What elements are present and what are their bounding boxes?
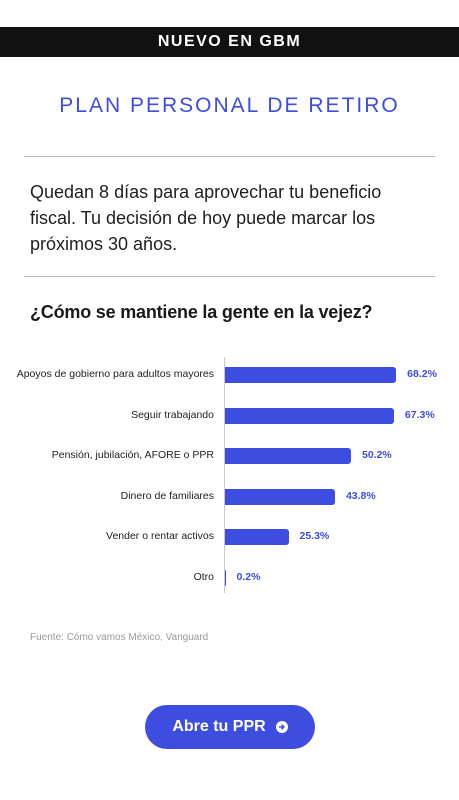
bar-label: Dinero de familiares	[120, 489, 214, 502]
chart-axis	[224, 357, 225, 593]
bar-label: Vender o rentar activos	[106, 530, 214, 542]
bar	[225, 367, 397, 383]
divider-top	[24, 156, 435, 157]
bar-value-label: 68.2%	[407, 368, 437, 380]
bar-label: Seguir trabajando	[131, 408, 214, 421]
bar	[225, 488, 335, 505]
chart-title: ¿Cómo se mantiene la gente en la vejez?	[30, 302, 373, 322]
bar-value-label: 50.2%	[362, 449, 392, 461]
page-title: PLAN PERSONAL DE RETIRO	[59, 94, 400, 117]
bar-label: Pensión, jubilación, AFORE o PPR	[51, 449, 214, 461]
divider-bottom	[24, 276, 435, 277]
bar-label: Apoyos de gobierno para adultos mayores	[16, 368, 214, 380]
intro-text: Quedan 8 días para aprovechar tu benefic…	[30, 182, 382, 254]
open-ppr-button-label: Abre tu PPR	[172, 718, 266, 735]
bar	[225, 569, 226, 586]
banner-text: NUEVO EN GBM	[157, 33, 302, 50]
bar-value-label: 0.2%	[236, 570, 261, 583]
bar	[225, 448, 351, 464]
bar	[225, 407, 394, 424]
bar-label: Otro	[193, 570, 214, 583]
source-note: Fuente: Cómo vamos México, Vanguard	[30, 632, 209, 643]
open-ppr-button[interactable]: Abre tu PPR	[145, 705, 315, 749]
bar-value-label: 25.3%	[299, 530, 330, 542]
top-banner: NUEVO EN GBM	[0, 27, 459, 57]
bar-value-label: 67.3%	[404, 408, 435, 421]
arrow-right-icon	[275, 721, 288, 733]
bar	[225, 529, 289, 545]
bar-value-label: 43.8%	[345, 489, 376, 502]
